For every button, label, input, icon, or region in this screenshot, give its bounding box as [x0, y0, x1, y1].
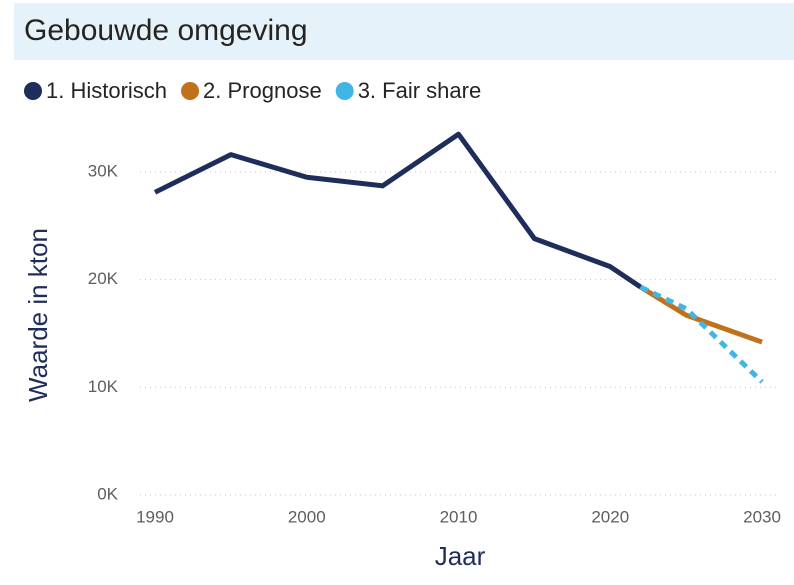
x-tick-label: 2020 — [591, 507, 629, 526]
series-line — [153, 131, 643, 290]
x-tick-label: 2000 — [288, 507, 326, 526]
title-background — [14, 3, 794, 60]
y-tick-label: 0K — [97, 484, 118, 503]
y-tick-label: 30K — [88, 161, 119, 180]
x-tick-label: 1990 — [136, 507, 174, 526]
legend-marker — [24, 82, 42, 100]
y-tick-label: 20K — [88, 269, 119, 288]
legend-label: 1. Historisch — [46, 78, 167, 103]
chart-title: Gebouwde omgeving — [24, 14, 308, 47]
x-tick-label: 2030 — [743, 507, 781, 526]
legend-label: 2. Prognose — [203, 78, 322, 103]
x-tick-label: 2010 — [440, 507, 478, 526]
series-line — [639, 284, 764, 384]
x-axis-title: Jaar — [435, 541, 486, 571]
legend-marker — [335, 82, 354, 100]
y-tick-label: 10K — [88, 377, 119, 396]
y-axis-title: Waarde in kton — [23, 228, 53, 402]
legend-marker — [181, 82, 200, 100]
legend-label: 3. Fair share — [358, 78, 482, 103]
